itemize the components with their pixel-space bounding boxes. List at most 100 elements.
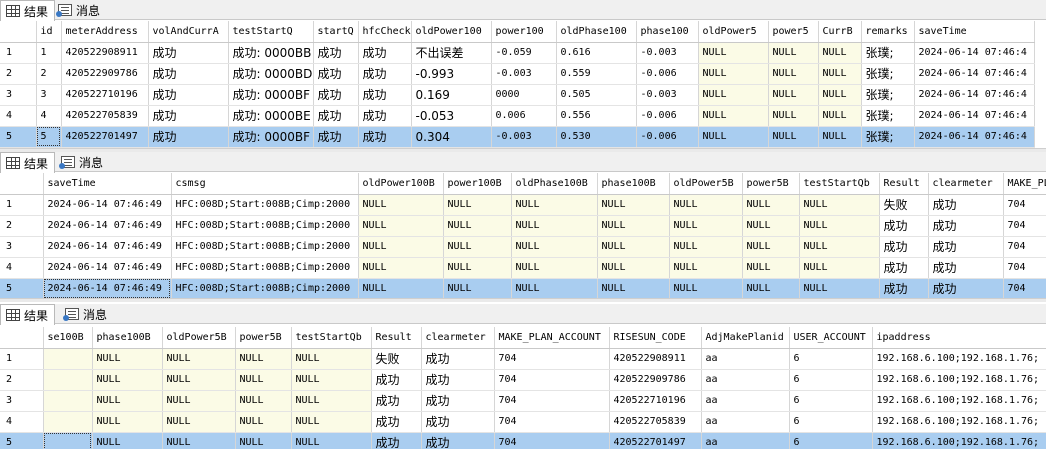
table-cell[interactable]: NULL [768, 84, 819, 106]
table-cell[interactable]: NULL [742, 257, 800, 279]
table-cell[interactable]: 成功 [148, 126, 229, 148]
table-cell[interactable]: NULL [443, 257, 512, 279]
column-header[interactable]: power5B [235, 327, 292, 349]
table-cell[interactable]: -0.059 [491, 42, 557, 64]
table-cell[interactable]: 成功 [421, 348, 495, 370]
column-header[interactable]: oldPhase100 [556, 21, 637, 43]
column-header[interactable]: power100B [443, 173, 512, 195]
row-number[interactable]: 2 [0, 369, 44, 391]
table-cell[interactable]: NULL [597, 236, 670, 258]
column-header[interactable]: saveTime [914, 21, 1035, 43]
table-cell[interactable]: NULL [768, 126, 819, 148]
table-cell[interactable]: -0.003 [636, 84, 699, 106]
table-cell[interactable]: NULL [818, 105, 862, 127]
table-cell[interactable]: 420522705839 [61, 105, 149, 127]
table-cell[interactable]: NULL [291, 432, 372, 449]
column-header[interactable]: oldPower5B [162, 327, 236, 349]
column-header[interactable]: clearmeter [421, 327, 495, 349]
row-number[interactable]: 1 [0, 194, 44, 216]
table-cell[interactable]: 成功 [358, 84, 412, 106]
table-cell[interactable]: NULL [162, 411, 236, 433]
row-number[interactable]: 2 [0, 215, 44, 237]
table-cell[interactable]: 成功 [148, 63, 229, 85]
table-cell[interactable]: NULL [597, 194, 670, 216]
column-header[interactable]: USER_ACCOUNT [789, 327, 873, 349]
table-row[interactable]: 3 3 420522710196 成功 成功: 0000BF 成功 成功 0.169 0000 0… [0, 84, 1035, 106]
row-number[interactable]: 5 [0, 432, 44, 449]
table-cell[interactable]: 成功 [358, 63, 412, 85]
table-cell[interactable]: -0.003 [491, 126, 557, 148]
table-cell[interactable]: 2024-06-14 07:46:49 [43, 215, 172, 237]
table-cell[interactable]: NULL [799, 278, 880, 300]
table-cell[interactable]: 192.168.6.100;192.168.1.76; [872, 390, 1046, 412]
column-header[interactable]: se100B [43, 327, 93, 349]
table-cell[interactable]: NULL [799, 215, 880, 237]
table-cell[interactable]: 0.304 [411, 126, 492, 148]
row-number[interactable]: 2 [0, 63, 37, 85]
column-header[interactable]: oldPower5B [669, 173, 743, 195]
table-cell[interactable]: NULL [92, 432, 163, 449]
table-cell[interactable]: NULL [291, 411, 372, 433]
table-cell[interactable]: NULL [511, 215, 598, 237]
column-header[interactable]: clearmeter [928, 173, 1004, 195]
column-header[interactable]: MAKE_PLAN_ACCOUNT [494, 327, 610, 349]
table-cell[interactable] [43, 411, 93, 433]
table-cell[interactable]: 不出误差 [411, 42, 492, 64]
table-cell[interactable] [43, 432, 93, 449]
table-cell[interactable]: 420522710196 [61, 84, 149, 106]
table-cell[interactable]: NULL [358, 194, 444, 216]
table-row[interactable]: 3 2024-06-14 07:46:49 HFC:008D;Start:008B;… [0, 236, 1046, 258]
row-number[interactable]: 4 [0, 257, 44, 279]
table-cell[interactable]: 704 [1003, 278, 1046, 300]
row-number[interactable]: 3 [0, 236, 44, 258]
table-cell[interactable]: NULL [818, 84, 862, 106]
table-row[interactable]: 4 NULL NULL NULL NULL 成功 成功 704 420522705839 aa 6 1… [0, 411, 1046, 433]
table-cell[interactable]: HFC:008D;Start:008B;Cimp:2000 [171, 215, 359, 237]
table-cell[interactable]: NULL [669, 215, 743, 237]
table-cell[interactable]: 成功: 0000BF [228, 126, 314, 148]
column-header[interactable]: meterAddress [61, 21, 149, 43]
table-cell[interactable]: NULL [511, 236, 598, 258]
table-cell[interactable]: NULL [162, 348, 236, 370]
table-cell[interactable]: -0.006 [636, 126, 699, 148]
table-cell[interactable]: 成功: 0000BE [228, 105, 314, 127]
row-number[interactable]: 4 [0, 105, 37, 127]
table-cell[interactable]: 成功 [928, 215, 1004, 237]
table-cell[interactable] [43, 348, 93, 370]
table-cell[interactable]: aa [701, 411, 790, 433]
table-cell[interactable]: NULL [291, 390, 372, 412]
table-cell[interactable]: 成功 [928, 194, 1004, 216]
row-number[interactable]: 5 [0, 278, 44, 300]
table-cell[interactable]: NULL [698, 42, 769, 64]
table-cell[interactable]: NULL [511, 194, 598, 216]
table-cell[interactable]: NULL [669, 236, 743, 258]
table-cell[interactable]: NULL [698, 84, 769, 106]
table-cell[interactable]: 成功 [358, 105, 412, 127]
table-cell[interactable]: NULL [669, 257, 743, 279]
column-header[interactable]: MAKE_PL [1003, 173, 1046, 195]
row-number[interactable]: 1 [0, 42, 37, 64]
table-row[interactable]: 4 2024-06-14 07:46:49 HFC:008D;Start:008B;… [0, 257, 1046, 279]
column-header[interactable]: power100 [491, 21, 557, 43]
table-cell[interactable]: 成功 [421, 390, 495, 412]
table-row[interactable]: 2 NULL NULL NULL NULL 成功 成功 704 420522909786 aa 6 1… [0, 369, 1046, 391]
tab-messages-1[interactable]: 消息 [56, 0, 100, 20]
column-header[interactable]: oldPower100 [411, 21, 492, 43]
table-cell[interactable]: HFC:008D;Start:008B;Cimp:2000 [171, 257, 359, 279]
table-cell[interactable]: 4 [36, 105, 62, 127]
table-cell[interactable]: HFC:008D;Start:008B;Cimp:2000 [171, 278, 359, 300]
table-cell[interactable]: 成功: 0000BF [228, 84, 314, 106]
table-cell[interactable]: 2024-06-14 07:46:49 [43, 194, 172, 216]
table-cell[interactable]: NULL [742, 215, 800, 237]
table-cell[interactable]: 420522908911 [609, 348, 702, 370]
table-cell[interactable]: NULL [235, 390, 292, 412]
table-cell[interactable]: 2024-06-14 07:46:49 [43, 278, 172, 300]
table-cell[interactable]: NULL [597, 215, 670, 237]
table-cell[interactable]: 0.530 [556, 126, 637, 148]
table-row[interactable]: 2 2 420522909786 成功 成功: 0000BD 成功 成功 -0.993 -0.0… [0, 63, 1035, 85]
table-cell[interactable]: NULL [669, 278, 743, 300]
row-number-header[interactable] [0, 327, 44, 349]
table-row[interactable]: 3 NULL NULL NULL NULL 成功 成功 704 420522710196 aa 6 1… [0, 390, 1046, 412]
table-cell[interactable]: 失败 [879, 194, 929, 216]
row-number[interactable]: 1 [0, 348, 44, 370]
